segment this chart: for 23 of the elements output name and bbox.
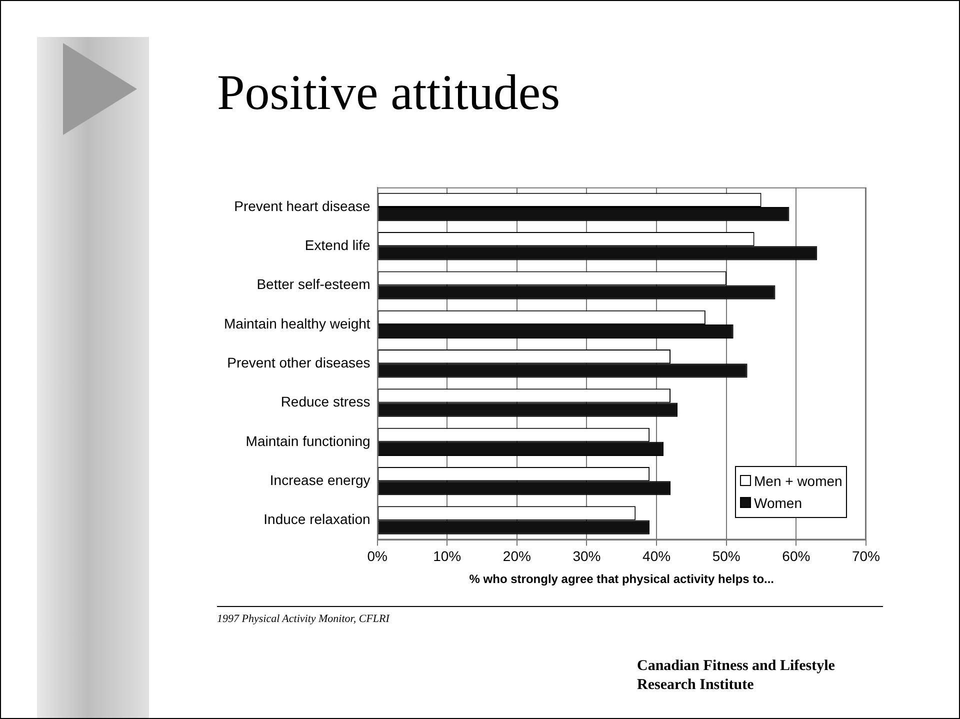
y-tick-label: Induce relaxation [264, 511, 370, 528]
y-tick-label: Maintain functioning [246, 432, 370, 449]
text: Canadian Fitness and Lifestyle Research Institute [637, 657, 836, 695]
x-tick-label: 0% [367, 548, 388, 564]
y-tick-label: Better self-esteem [256, 276, 370, 292]
legend-label: Women [753, 494, 803, 513]
x-tick-label: 30% [572, 548, 601, 564]
x-tick-label: 50% [712, 548, 740, 564]
y-tick-label: Prevent heart disease [234, 198, 371, 214]
y-tick-label: Maintain healthy weight [224, 315, 370, 332]
x-tick-label: 10% [433, 548, 462, 564]
x-axis-title: % who strongly agree that physical activity helps to... [469, 572, 774, 586]
y-tick-label: Increase energy [270, 472, 370, 488]
x-tick-label: 70% [852, 548, 880, 564]
x-tick-label: 20% [502, 548, 531, 564]
text: 1997 Physical Activity Monitor, CFLRI [217, 613, 390, 625]
y-tick-label: Extend life [304, 236, 371, 253]
y-tick-label: Reduce stress [280, 394, 370, 410]
chart-title: Positive attitudes [217, 63, 560, 121]
x-tick-label: 60% [782, 548, 810, 564]
text: Men + women [753, 472, 842, 491]
x-tick-label: 40% [642, 548, 671, 564]
y-tick-label: Prevent other diseases [227, 354, 370, 370]
